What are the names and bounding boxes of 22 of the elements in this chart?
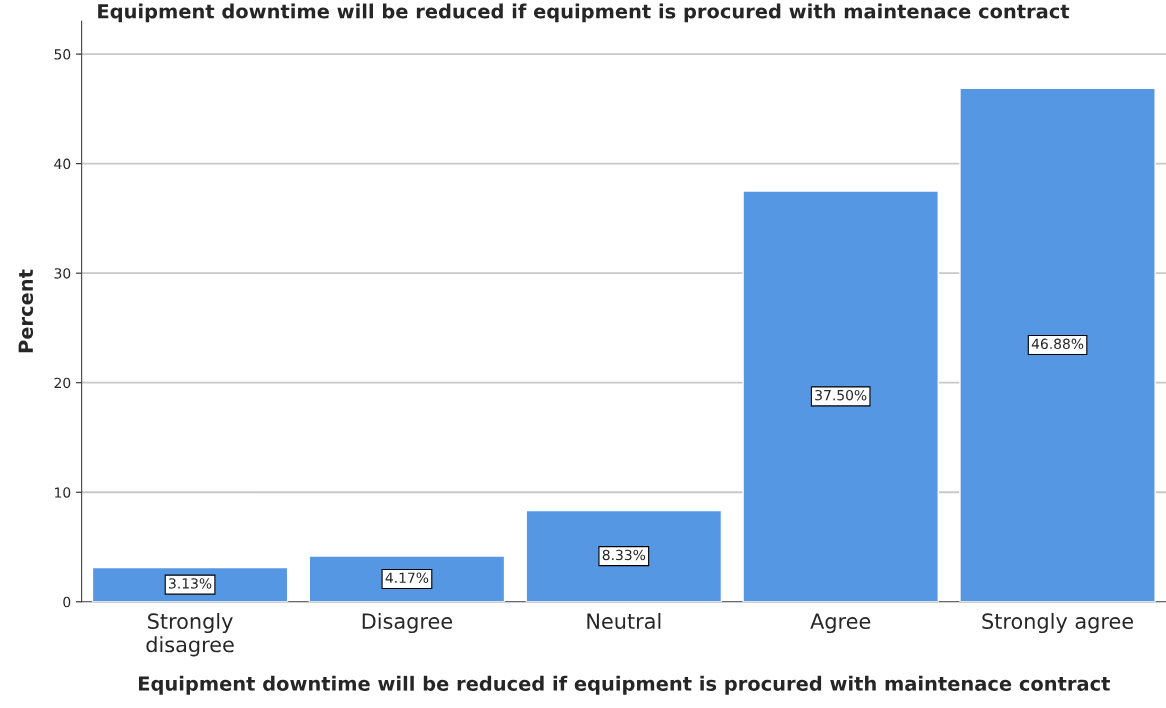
- x-tick-label: Neutral: [587, 612, 661, 630]
- x-tick-label: Agree: [810, 613, 871, 634]
- y-tick-label: 30: [54, 268, 71, 279]
- bar: [525, 509, 723, 602]
- x-tick-label: Strongly agree: [982, 612, 1134, 634]
- data-label: 4.17%: [385, 572, 429, 583]
- y-tick-label: 50: [54, 49, 71, 60]
- bar: [959, 87, 1156, 602]
- data-label: 37.50%: [815, 389, 867, 401]
- x-tick-label: Strongly disagree: [146, 612, 234, 657]
- data-label: 46.88%: [1031, 338, 1084, 350]
- y-tick-label: 0: [63, 596, 71, 608]
- y-axis-title: Percent: [18, 269, 34, 353]
- y-tick-label: 10: [55, 487, 71, 498]
- chart-title: Equipment downtime will be reduced if equipment is procured with maintenace contract: [98, 3, 1070, 23]
- data-label: 8.33%: [602, 549, 646, 561]
- data-label: 3.13%: [169, 578, 212, 589]
- y-tick-label: 40: [54, 158, 71, 170]
- bar: [742, 190, 939, 602]
- x-axis-title: Equipment downtime will be reduced if equipment is procured with maintenace contract: [139, 675, 1110, 695]
- y-tick-label: 20: [54, 377, 71, 389]
- x-tick-label: Disagree: [362, 612, 453, 634]
